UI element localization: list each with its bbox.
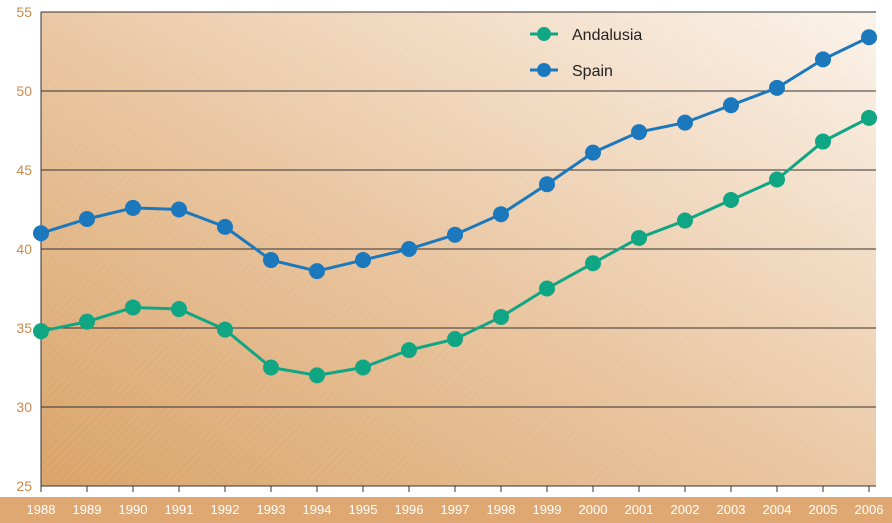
data-point-spain xyxy=(125,199,141,216)
series-andalusia xyxy=(33,109,877,384)
data-point-spain xyxy=(493,206,509,223)
legend-swatch-marker-andalusia xyxy=(537,27,551,41)
data-point-spain xyxy=(355,252,371,269)
x-tick-label: 2001 xyxy=(625,502,654,517)
data-point-andalusia xyxy=(125,299,141,316)
data-point-andalusia xyxy=(217,321,233,338)
data-point-andalusia xyxy=(493,308,509,325)
data-point-andalusia xyxy=(309,367,325,384)
legend-label-spain: Spain xyxy=(572,63,613,80)
data-point-andalusia xyxy=(79,313,95,330)
data-point-andalusia xyxy=(723,192,739,209)
x-axis-band xyxy=(0,497,892,523)
legend-label-andalusia: Andalusia xyxy=(572,27,642,44)
data-point-andalusia xyxy=(769,171,785,188)
data-point-spain xyxy=(171,201,187,218)
y-tick-label: 30 xyxy=(16,399,32,415)
x-tick-label: 2003 xyxy=(717,502,746,517)
data-point-spain xyxy=(677,114,693,131)
data-point-andalusia xyxy=(585,255,601,272)
x-tick-label: 2002 xyxy=(671,502,700,517)
y-tick-label: 40 xyxy=(16,241,32,257)
data-point-spain xyxy=(769,79,785,96)
x-tick-label: 2006 xyxy=(855,502,884,517)
data-point-spain xyxy=(79,210,95,227)
data-point-andalusia xyxy=(861,109,877,126)
data-point-andalusia xyxy=(171,301,187,318)
x-tick-label: 1999 xyxy=(533,502,562,517)
data-point-spain xyxy=(815,51,831,68)
x-tick-label: 1996 xyxy=(395,502,424,517)
x-tick-label: 1998 xyxy=(487,502,516,517)
series-group xyxy=(33,29,877,384)
data-point-andalusia xyxy=(631,229,647,246)
data-point-andalusia xyxy=(539,280,555,297)
data-point-spain xyxy=(33,225,49,242)
y-tick-label: 35 xyxy=(16,320,32,336)
data-point-spain xyxy=(539,176,555,193)
data-point-andalusia xyxy=(815,133,831,150)
data-point-spain xyxy=(585,144,601,161)
y-axis: 25 30 35 40 45 50 55 xyxy=(16,4,42,494)
x-tick-label: 2000 xyxy=(579,502,608,517)
data-point-andalusia xyxy=(263,359,279,376)
y-tick-label: 25 xyxy=(16,478,32,494)
series-spain xyxy=(33,29,877,280)
x-tick-label: 2005 xyxy=(809,502,838,517)
data-point-andalusia xyxy=(401,342,417,359)
legend-swatch-marker-spain xyxy=(537,63,551,77)
data-point-andalusia xyxy=(677,212,693,229)
x-tick-label: 1989 xyxy=(73,502,102,517)
data-point-spain xyxy=(723,97,739,114)
data-point-spain xyxy=(631,124,647,141)
x-tick-label: 1997 xyxy=(441,502,470,517)
data-point-andalusia xyxy=(447,331,463,348)
legend: Andalusia Spain xyxy=(530,27,642,80)
data-point-andalusia xyxy=(355,359,371,376)
data-point-spain xyxy=(309,263,325,280)
y-tick-label: 45 xyxy=(16,162,32,178)
x-tick-label: 1991 xyxy=(165,502,194,517)
y-tick-label: 50 xyxy=(16,83,32,99)
grid-lines xyxy=(41,11,876,487)
x-tick-label: 1993 xyxy=(257,502,286,517)
data-point-spain xyxy=(401,241,417,257)
data-point-andalusia xyxy=(33,323,49,340)
y-tick-label: 55 xyxy=(16,4,32,20)
x-tick-label: 1988 xyxy=(27,502,56,517)
x-tick-label: 1995 xyxy=(349,502,378,517)
data-point-spain xyxy=(861,29,877,46)
x-tick-label: 1994 xyxy=(303,502,332,517)
data-point-spain xyxy=(447,226,463,243)
x-tick-label: 1992 xyxy=(211,502,240,517)
x-tick-label: 1990 xyxy=(119,502,148,517)
x-tick-label: 2004 xyxy=(763,502,792,517)
data-point-spain xyxy=(217,218,233,235)
x-axis: 1988 1989 1990 1991 1992 1993 1994 1995 1996 1997… xyxy=(27,486,884,517)
data-point-spain xyxy=(263,252,279,269)
